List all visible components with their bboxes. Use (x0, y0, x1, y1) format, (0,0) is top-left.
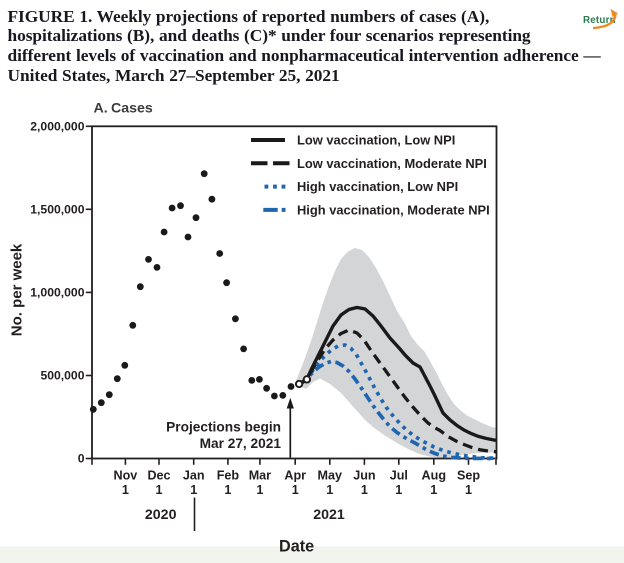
svg-text:2,000,000: 2,000,000 (30, 120, 84, 134)
svg-text:May: May (318, 469, 343, 483)
svg-text:0: 0 (78, 452, 85, 466)
svg-text:1: 1 (256, 483, 263, 497)
svg-text:2020: 2020 (145, 507, 177, 523)
svg-text:500,000: 500,000 (40, 369, 84, 383)
svg-text:Low vaccination, Low NPI: Low vaccination, Low NPI (297, 133, 455, 148)
svg-text:1: 1 (190, 483, 197, 497)
svg-text:Aug: Aug (422, 469, 446, 483)
svg-text:1: 1 (292, 483, 299, 497)
svg-text:Jun: Jun (353, 469, 375, 483)
svg-text:A.: A. (94, 101, 108, 117)
svg-text:Mar: Mar (249, 469, 271, 483)
svg-text:2021: 2021 (313, 507, 345, 523)
svg-text:1: 1 (155, 483, 162, 497)
svg-text:Jan: Jan (183, 469, 205, 483)
svg-text:1: 1 (122, 483, 129, 497)
svg-text:Nov: Nov (114, 469, 138, 483)
svg-text:Jul: Jul (390, 469, 408, 483)
svg-text:Sep: Sep (457, 469, 480, 483)
svg-text:1: 1 (430, 483, 437, 497)
svg-text:1: 1 (224, 483, 231, 497)
svg-text:Feb: Feb (217, 469, 240, 483)
svg-text:1,000,000: 1,000,000 (30, 286, 84, 300)
svg-text:Mar 27, 2021: Mar 27, 2021 (200, 436, 282, 451)
svg-text:Dec: Dec (147, 469, 170, 483)
svg-text:1: 1 (326, 483, 333, 497)
svg-text:Projections begin: Projections begin (166, 419, 281, 434)
svg-text:1: 1 (361, 483, 368, 497)
svg-text:Low vaccination, Moderate NPI: Low vaccination, Moderate NPI (297, 156, 487, 171)
svg-text:High vaccination, Moderate NPI: High vaccination, Moderate NPI (297, 203, 490, 218)
svg-text:No. per week: No. per week (9, 243, 26, 336)
svg-text:1: 1 (395, 483, 402, 497)
svg-text:1,500,000: 1,500,000 (30, 203, 84, 217)
svg-text:Apr: Apr (284, 469, 306, 483)
svg-text:Cases: Cases (111, 101, 153, 117)
svg-text:Return: Return (583, 15, 616, 26)
svg-text:High vaccination, Low NPI: High vaccination, Low NPI (297, 179, 458, 194)
svg-text:1: 1 (465, 483, 472, 497)
svg-text:Date: Date (279, 538, 314, 556)
